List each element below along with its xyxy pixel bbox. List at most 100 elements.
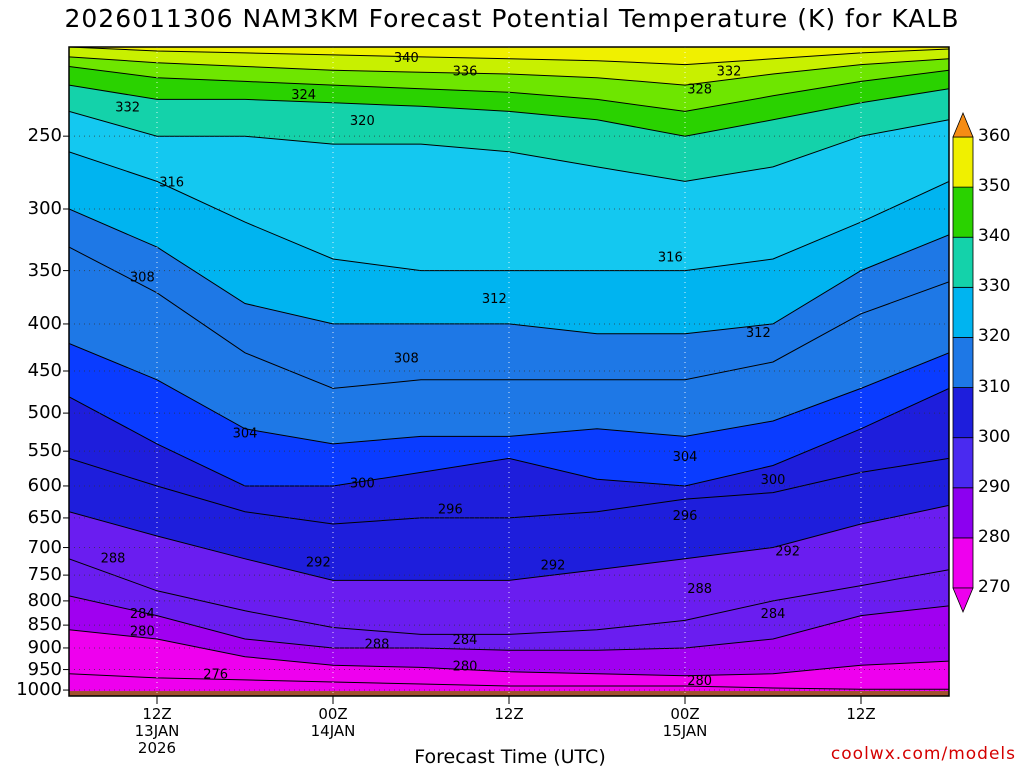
x-tick-label-line: 2026: [137, 739, 177, 757]
x-tick-label-line: 15JAN: [662, 722, 708, 740]
contour-label-336: 336: [453, 64, 478, 79]
isotherm-line-284: [69, 595, 949, 651]
x-tick-label-line: 00Z: [670, 705, 700, 723]
contour-label-296: 296: [673, 509, 698, 524]
isotherm-line-276: [69, 673, 949, 690]
y-tick-label: 1000: [16, 679, 62, 701]
contour-label-300: 300: [350, 477, 375, 492]
contour-label-280: 280: [687, 674, 712, 689]
y-tick-label: 450: [27, 360, 62, 381]
colorbar-band-340: [952, 186, 974, 238]
contour-label-284: 284: [130, 607, 155, 622]
x-tick-label: 00Z 15JAN: [645, 706, 725, 740]
contour-label-332: 332: [717, 64, 742, 79]
isotherm-line-292: [69, 504, 949, 581]
x-tick-label-line: 12Z: [846, 705, 876, 723]
colorbar-tick-label: 310: [978, 376, 1011, 397]
contour-label-320: 320: [350, 114, 375, 129]
contour-label-292: 292: [775, 544, 800, 559]
colorbar-band-300: [952, 387, 974, 439]
contour-label-316: 316: [159, 175, 184, 190]
isotherm-line-280: [69, 629, 949, 677]
contour-label-328: 328: [687, 83, 712, 98]
colorbar-band-330: [952, 236, 974, 288]
y-tick-label: 250: [27, 125, 62, 147]
colorbar-band-310: [952, 337, 974, 388]
y-tick-label: 800: [27, 589, 62, 611]
colorbar-band-320: [952, 286, 974, 338]
colorbar-band-290: [952, 437, 974, 489]
colorbar-band-270: [952, 537, 974, 589]
contour-label-288: 288: [365, 637, 390, 652]
colorbar-tick-label: 320: [978, 326, 1011, 347]
y-tick-label: 950: [27, 658, 62, 680]
contour-label-292: 292: [306, 556, 331, 571]
x-tick-label-line: 00Z: [318, 705, 348, 723]
x-axis-label: Forecast Time (UTC): [414, 746, 606, 768]
colorbar-band-350: [952, 136, 974, 188]
y-tick-label: 500: [27, 402, 62, 424]
contour-label-308: 308: [394, 351, 419, 366]
x-tick-label-line: 14JAN: [310, 722, 356, 740]
isotherm-band-336: [69, 47, 949, 65]
contour-label-308: 308: [130, 270, 155, 285]
colorbar-tick-label: 360: [978, 126, 1011, 146]
y-tick-label: 650: [27, 506, 62, 528]
isotherm-line-324: [69, 84, 949, 137]
colorbar-tick-label: 280: [978, 526, 1011, 547]
contour-label-280: 280: [453, 659, 478, 674]
isotherm-line-308: [69, 246, 949, 389]
isotherm-line-304: [69, 342, 949, 445]
colorbar-tick-label: 270: [978, 577, 1011, 597]
contour-label-332: 332: [115, 100, 140, 115]
isotherm-line-332: [69, 56, 949, 86]
colorbar-tick-label: 340: [978, 226, 1011, 247]
contour-label-288: 288: [101, 552, 126, 567]
isotherm-line-288: [69, 558, 949, 635]
colorbar-tick-label: 300: [978, 426, 1011, 447]
contour-label-292: 292: [541, 558, 566, 573]
contour-label-296: 296: [438, 503, 463, 518]
contour-label-312: 312: [482, 292, 507, 307]
y-tick-label: 900: [27, 636, 62, 658]
contour-label-276: 276: [203, 668, 228, 683]
contour-label-304: 304: [233, 427, 258, 442]
x-tick-label: 12Z: [469, 706, 549, 723]
y-tick-label: 400: [27, 312, 62, 334]
surface-strip: [69, 691, 949, 696]
contour-label-340: 340: [394, 51, 419, 66]
y-tick-label: 700: [27, 536, 62, 558]
chart-title: 2026011306 NAM3KM Forecast Potential Tem…: [64, 4, 960, 33]
x-tick-label-line: 12Z: [142, 705, 172, 723]
credit-link[interactable]: coolwx.com/models: [830, 744, 1016, 764]
y-tick-label: 750: [27, 564, 62, 586]
x-tick-label: 12Z 13JAN 2026: [117, 706, 197, 757]
x-tick-label: 00Z 14JAN: [293, 706, 373, 740]
contour-label-284: 284: [761, 607, 786, 622]
colorbar-bottom-arrow: [952, 587, 974, 614]
contour-label-312: 312: [746, 326, 771, 341]
x-tick-label: 12Z: [821, 706, 901, 723]
colorbar-top-arrow: [952, 111, 974, 138]
contour-label-316: 316: [658, 251, 683, 266]
contour-label-300: 300: [761, 473, 786, 488]
contour-label-288: 288: [687, 582, 712, 597]
isotherm-line-320: [69, 110, 949, 182]
y-tick-label: 550: [27, 440, 62, 462]
y-tick-label: 850: [27, 614, 62, 636]
y-tick-label: 350: [27, 259, 62, 281]
contour-label-324: 324: [291, 88, 316, 103]
colorbar-tick-label: 330: [978, 276, 1011, 297]
x-tick-label-line: 12Z: [494, 705, 524, 723]
y-tick-label: 600: [27, 474, 62, 496]
colorbar-band-280: [952, 487, 974, 539]
isotherm-line-300: [69, 387, 949, 487]
colorbar-tick-label: 290: [978, 476, 1011, 497]
contour-label-280: 280: [130, 625, 155, 640]
contour-label-304: 304: [673, 450, 698, 465]
isotherm-line-336: [69, 47, 949, 66]
contour-label-284: 284: [453, 633, 478, 648]
colorbar-tick-label: 350: [978, 176, 1011, 197]
x-tick-label-line: 13JAN: [134, 722, 180, 740]
